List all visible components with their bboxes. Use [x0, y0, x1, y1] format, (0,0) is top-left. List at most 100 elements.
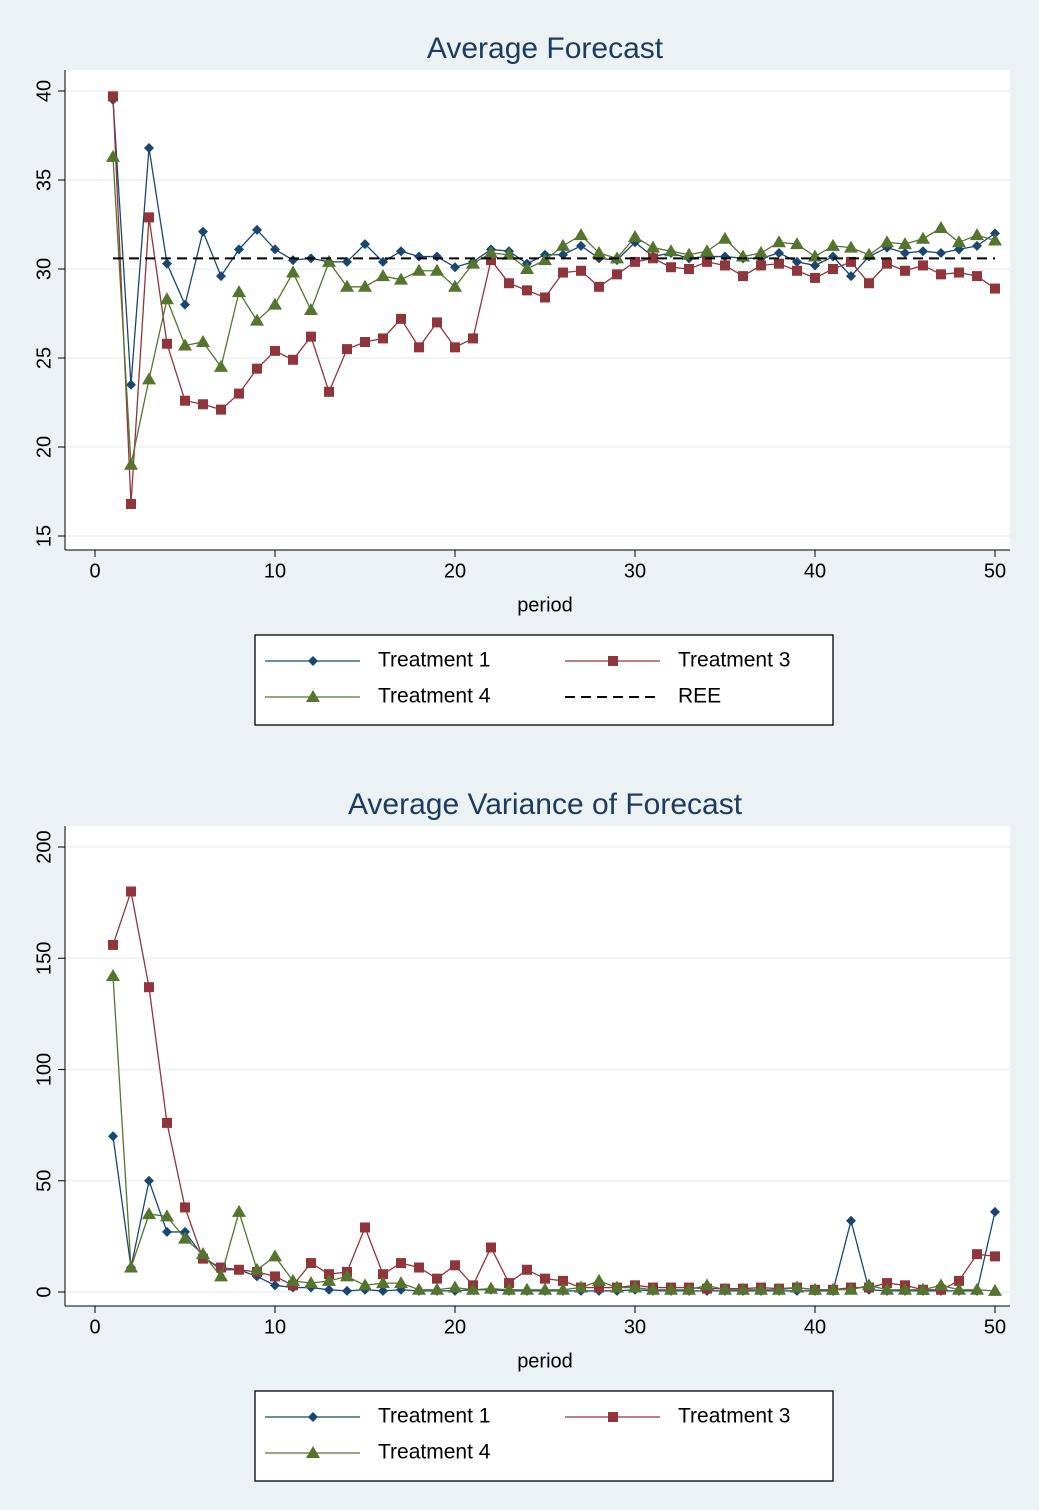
- marker-triangle: [700, 244, 714, 257]
- marker-square: [252, 363, 262, 374]
- marker-triangle: [268, 297, 282, 310]
- x-tick-label: 20: [444, 560, 466, 582]
- marker-square: [450, 342, 460, 353]
- legend-box: [254, 1390, 834, 1482]
- marker-triangle: [520, 262, 534, 274]
- marker-square: [450, 1260, 460, 1271]
- marker-triangle: [592, 1273, 606, 1286]
- marker-triangle: [306, 690, 320, 702]
- marker-triangle: [664, 244, 678, 257]
- marker-triangle: [340, 279, 354, 292]
- marker-triangle: [520, 1282, 534, 1295]
- marker-triangle: [484, 245, 498, 258]
- y-tick-label: 0: [33, 1286, 55, 1297]
- x-tick-label: 0: [89, 1316, 100, 1338]
- marker-square: [864, 278, 874, 289]
- marker-triangle: [898, 237, 912, 250]
- marker-triangle: [682, 247, 696, 260]
- marker-square: [378, 333, 388, 344]
- marker-square: [144, 982, 154, 993]
- marker-square: [792, 265, 802, 276]
- marker-triangle: [790, 1280, 804, 1293]
- marker-triangle: [358, 279, 372, 292]
- marker-square: [882, 258, 892, 269]
- marker-diamond: [558, 249, 568, 260]
- marker-triangle: [718, 231, 732, 244]
- marker-square: [432, 1273, 442, 1284]
- marker-triangle: [306, 1446, 320, 1458]
- marker-triangle: [862, 247, 876, 260]
- y-tick-label: 30: [33, 258, 55, 280]
- marker-triangle: [916, 1282, 930, 1295]
- marker-diamond: [342, 256, 352, 267]
- marker-square: [414, 1262, 424, 1273]
- marker-triangle: [808, 1282, 822, 1295]
- marker-square: [972, 1249, 982, 1260]
- marker-triangle: [232, 285, 246, 298]
- marker-square: [306, 331, 316, 342]
- marker-triangle: [988, 1283, 1002, 1296]
- marker-triangle: [286, 1273, 300, 1286]
- marker-diamond: [846, 1215, 856, 1226]
- marker-square: [900, 265, 910, 276]
- marker-square: [504, 278, 514, 289]
- x-tick-label: 10: [264, 560, 286, 582]
- marker-triangle: [106, 969, 120, 982]
- marker-square: [378, 1269, 388, 1280]
- marker-triangle: [196, 1247, 210, 1260]
- legend-label: Treatment 1: [378, 649, 490, 672]
- marker-triangle: [448, 279, 462, 292]
- marker-triangle: [574, 1280, 588, 1293]
- marker-square: [198, 399, 208, 410]
- marker-triangle: [142, 1207, 156, 1220]
- marker-square: [972, 271, 982, 282]
- marker-triangle: [502, 1282, 516, 1295]
- marker-triangle: [952, 235, 966, 248]
- marker-triangle: [250, 313, 264, 326]
- marker-triangle: [412, 1282, 426, 1295]
- marker-diamond: [990, 1206, 1000, 1217]
- marker-square: [144, 212, 154, 223]
- marker-square: [486, 1242, 496, 1253]
- marker-triangle: [304, 1276, 318, 1289]
- marker-triangle: [970, 228, 984, 241]
- marker-triangle: [700, 1278, 714, 1291]
- legend-label: REE: [678, 685, 721, 708]
- marker-diamond: [162, 258, 172, 269]
- marker-triangle: [394, 272, 408, 285]
- marker-square: [954, 1275, 964, 1286]
- marker-square: [666, 262, 676, 273]
- marker-diamond: [972, 240, 982, 251]
- marker-square: [360, 1222, 370, 1233]
- marker-square: [540, 292, 550, 303]
- chart-title: Average Variance of Forecast: [348, 788, 743, 821]
- marker-triangle: [790, 237, 804, 250]
- marker-diamond: [900, 247, 910, 258]
- marker-square: [702, 256, 712, 267]
- marker-triangle: [466, 1282, 480, 1295]
- marker-square: [342, 344, 352, 355]
- x-axis-label: period: [517, 1350, 573, 1372]
- marker-square: [432, 317, 442, 328]
- marker-triangle: [286, 265, 300, 278]
- marker-triangle: [628, 1280, 642, 1293]
- marker-diamond: [108, 1131, 118, 1142]
- marker-triangle: [718, 1282, 732, 1295]
- marker-square: [684, 264, 694, 274]
- y-tick-label: 20: [33, 436, 55, 458]
- marker-diamond: [308, 656, 318, 666]
- legend-label: Treatment 3: [678, 649, 790, 672]
- marker-square: [306, 1258, 316, 1269]
- marker-square: [954, 267, 964, 278]
- marker-triangle: [322, 254, 336, 267]
- marker-triangle: [592, 245, 606, 258]
- y-tick-label: 200: [33, 830, 55, 863]
- marker-triangle: [232, 1204, 246, 1217]
- marker-square: [288, 354, 298, 365]
- marker-triangle: [196, 334, 210, 347]
- marker-triangle: [250, 1262, 264, 1275]
- marker-square: [414, 342, 424, 353]
- marker-square: [756, 260, 766, 271]
- x-tick-label: 40: [804, 1316, 826, 1338]
